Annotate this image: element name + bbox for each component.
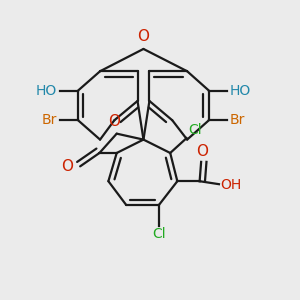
Text: Br: Br — [42, 113, 57, 127]
Text: Br: Br — [230, 113, 245, 127]
Text: O: O — [196, 144, 208, 159]
Text: HO: HO — [36, 84, 57, 98]
Text: HO: HO — [230, 84, 251, 98]
Text: Cl: Cl — [188, 123, 202, 136]
Text: Cl: Cl — [152, 227, 166, 241]
Text: O: O — [137, 29, 149, 44]
Text: O: O — [108, 114, 120, 129]
Text: OH: OH — [220, 178, 241, 192]
Text: O: O — [61, 159, 73, 174]
